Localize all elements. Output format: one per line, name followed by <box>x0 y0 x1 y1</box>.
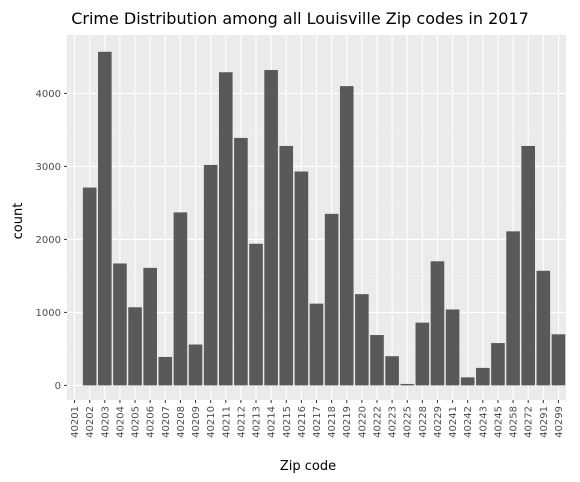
x-tick-label: 40241 <box>448 406 459 438</box>
x-tick-label: 40299 <box>554 406 565 438</box>
y-axis: 0 1000 2000 3000 4000 <box>36 89 67 392</box>
bar-40212 <box>234 137 248 386</box>
bar-40213 <box>249 243 263 386</box>
bar-40216 <box>294 171 309 386</box>
x-tick-label: 40208 <box>176 406 187 438</box>
bars <box>82 51 566 386</box>
x-tick-label: 40223 <box>388 406 399 438</box>
x-tick-label: 40229 <box>433 406 444 438</box>
x-tick-label: 40202 <box>85 406 96 438</box>
x-tick-label: 40225 <box>403 406 414 438</box>
bar-40242 <box>460 377 475 386</box>
bar-40219 <box>339 86 354 386</box>
bar-40208 <box>173 212 188 386</box>
x-tick-label: 40291 <box>539 406 550 438</box>
x-tick-label: 40209 <box>191 406 202 438</box>
x-tick-label: 40243 <box>478 406 489 438</box>
y-tick-label: 2000 <box>36 235 61 246</box>
x-tick-label: 40245 <box>493 406 504 438</box>
bar-40215 <box>279 145 294 386</box>
bar-40228 <box>415 322 430 386</box>
x-tick-label: 40206 <box>146 406 157 438</box>
x-tick-label: 40204 <box>115 406 126 438</box>
bar-40223 <box>385 356 399 386</box>
x-tick-label: 40228 <box>418 406 429 438</box>
bar-40210 <box>203 164 218 386</box>
x-tick-label: 40215 <box>282 406 293 438</box>
bar-40202 <box>82 187 97 386</box>
y-tick-label: 0 <box>55 381 61 392</box>
x-tick-label: 40217 <box>312 406 323 438</box>
bar-40291 <box>536 270 551 386</box>
bar-40245 <box>491 343 505 386</box>
bar-40203 <box>97 51 112 386</box>
bar-40243 <box>476 367 490 386</box>
x-tick-label: 40211 <box>221 406 232 438</box>
bar-40217 <box>309 303 324 386</box>
chart-title: Crime Distribution among all Louisville … <box>71 9 529 28</box>
bar-40258 <box>506 231 520 386</box>
x-tick-label: 40201 <box>70 406 81 438</box>
bar-40211 <box>218 72 233 386</box>
bar-40229 <box>430 261 445 386</box>
bar-40225 <box>400 383 415 386</box>
x-tick-label: 40205 <box>131 406 142 438</box>
y-tick-label: 3000 <box>36 162 61 173</box>
bar-40218 <box>324 213 339 386</box>
x-tick-label: 40214 <box>267 406 278 438</box>
x-tick-label: 40218 <box>327 406 338 438</box>
bar-40206 <box>143 267 157 386</box>
x-tick-label: 40220 <box>357 406 368 438</box>
x-tick-label: 40203 <box>100 406 111 438</box>
x-tick-label: 40213 <box>252 406 263 438</box>
y-tick-label: 4000 <box>36 89 61 100</box>
bar-40241 <box>445 309 460 386</box>
y-axis-title: count <box>11 203 26 240</box>
x-tick-label: 40222 <box>372 406 383 438</box>
bar-40207 <box>158 356 173 386</box>
x-tick-label: 40207 <box>161 406 172 438</box>
x-tick-label: 40212 <box>236 406 247 438</box>
bar-40205 <box>128 307 142 386</box>
bar-40209 <box>188 344 203 386</box>
x-axis: 40201 40202 40203 40204 40205 40206 40207 40208… <box>70 400 565 438</box>
x-tick-label: 40219 <box>342 406 353 438</box>
bar-40299 <box>551 334 566 386</box>
x-tick-label: 40242 <box>463 406 474 438</box>
bar-40272 <box>521 145 536 386</box>
x-tick-label: 40258 <box>509 406 520 438</box>
y-tick-label: 1000 <box>36 308 61 319</box>
x-axis-title: Zip code <box>280 459 336 474</box>
x-tick-label: 40272 <box>524 406 535 438</box>
x-tick-label: 40216 <box>297 406 308 438</box>
bar-40222 <box>370 335 384 386</box>
x-tick-label: 40210 <box>206 406 217 438</box>
bar-40204 <box>113 263 127 386</box>
bar-40220 <box>355 294 369 386</box>
bar-40214 <box>264 70 278 386</box>
